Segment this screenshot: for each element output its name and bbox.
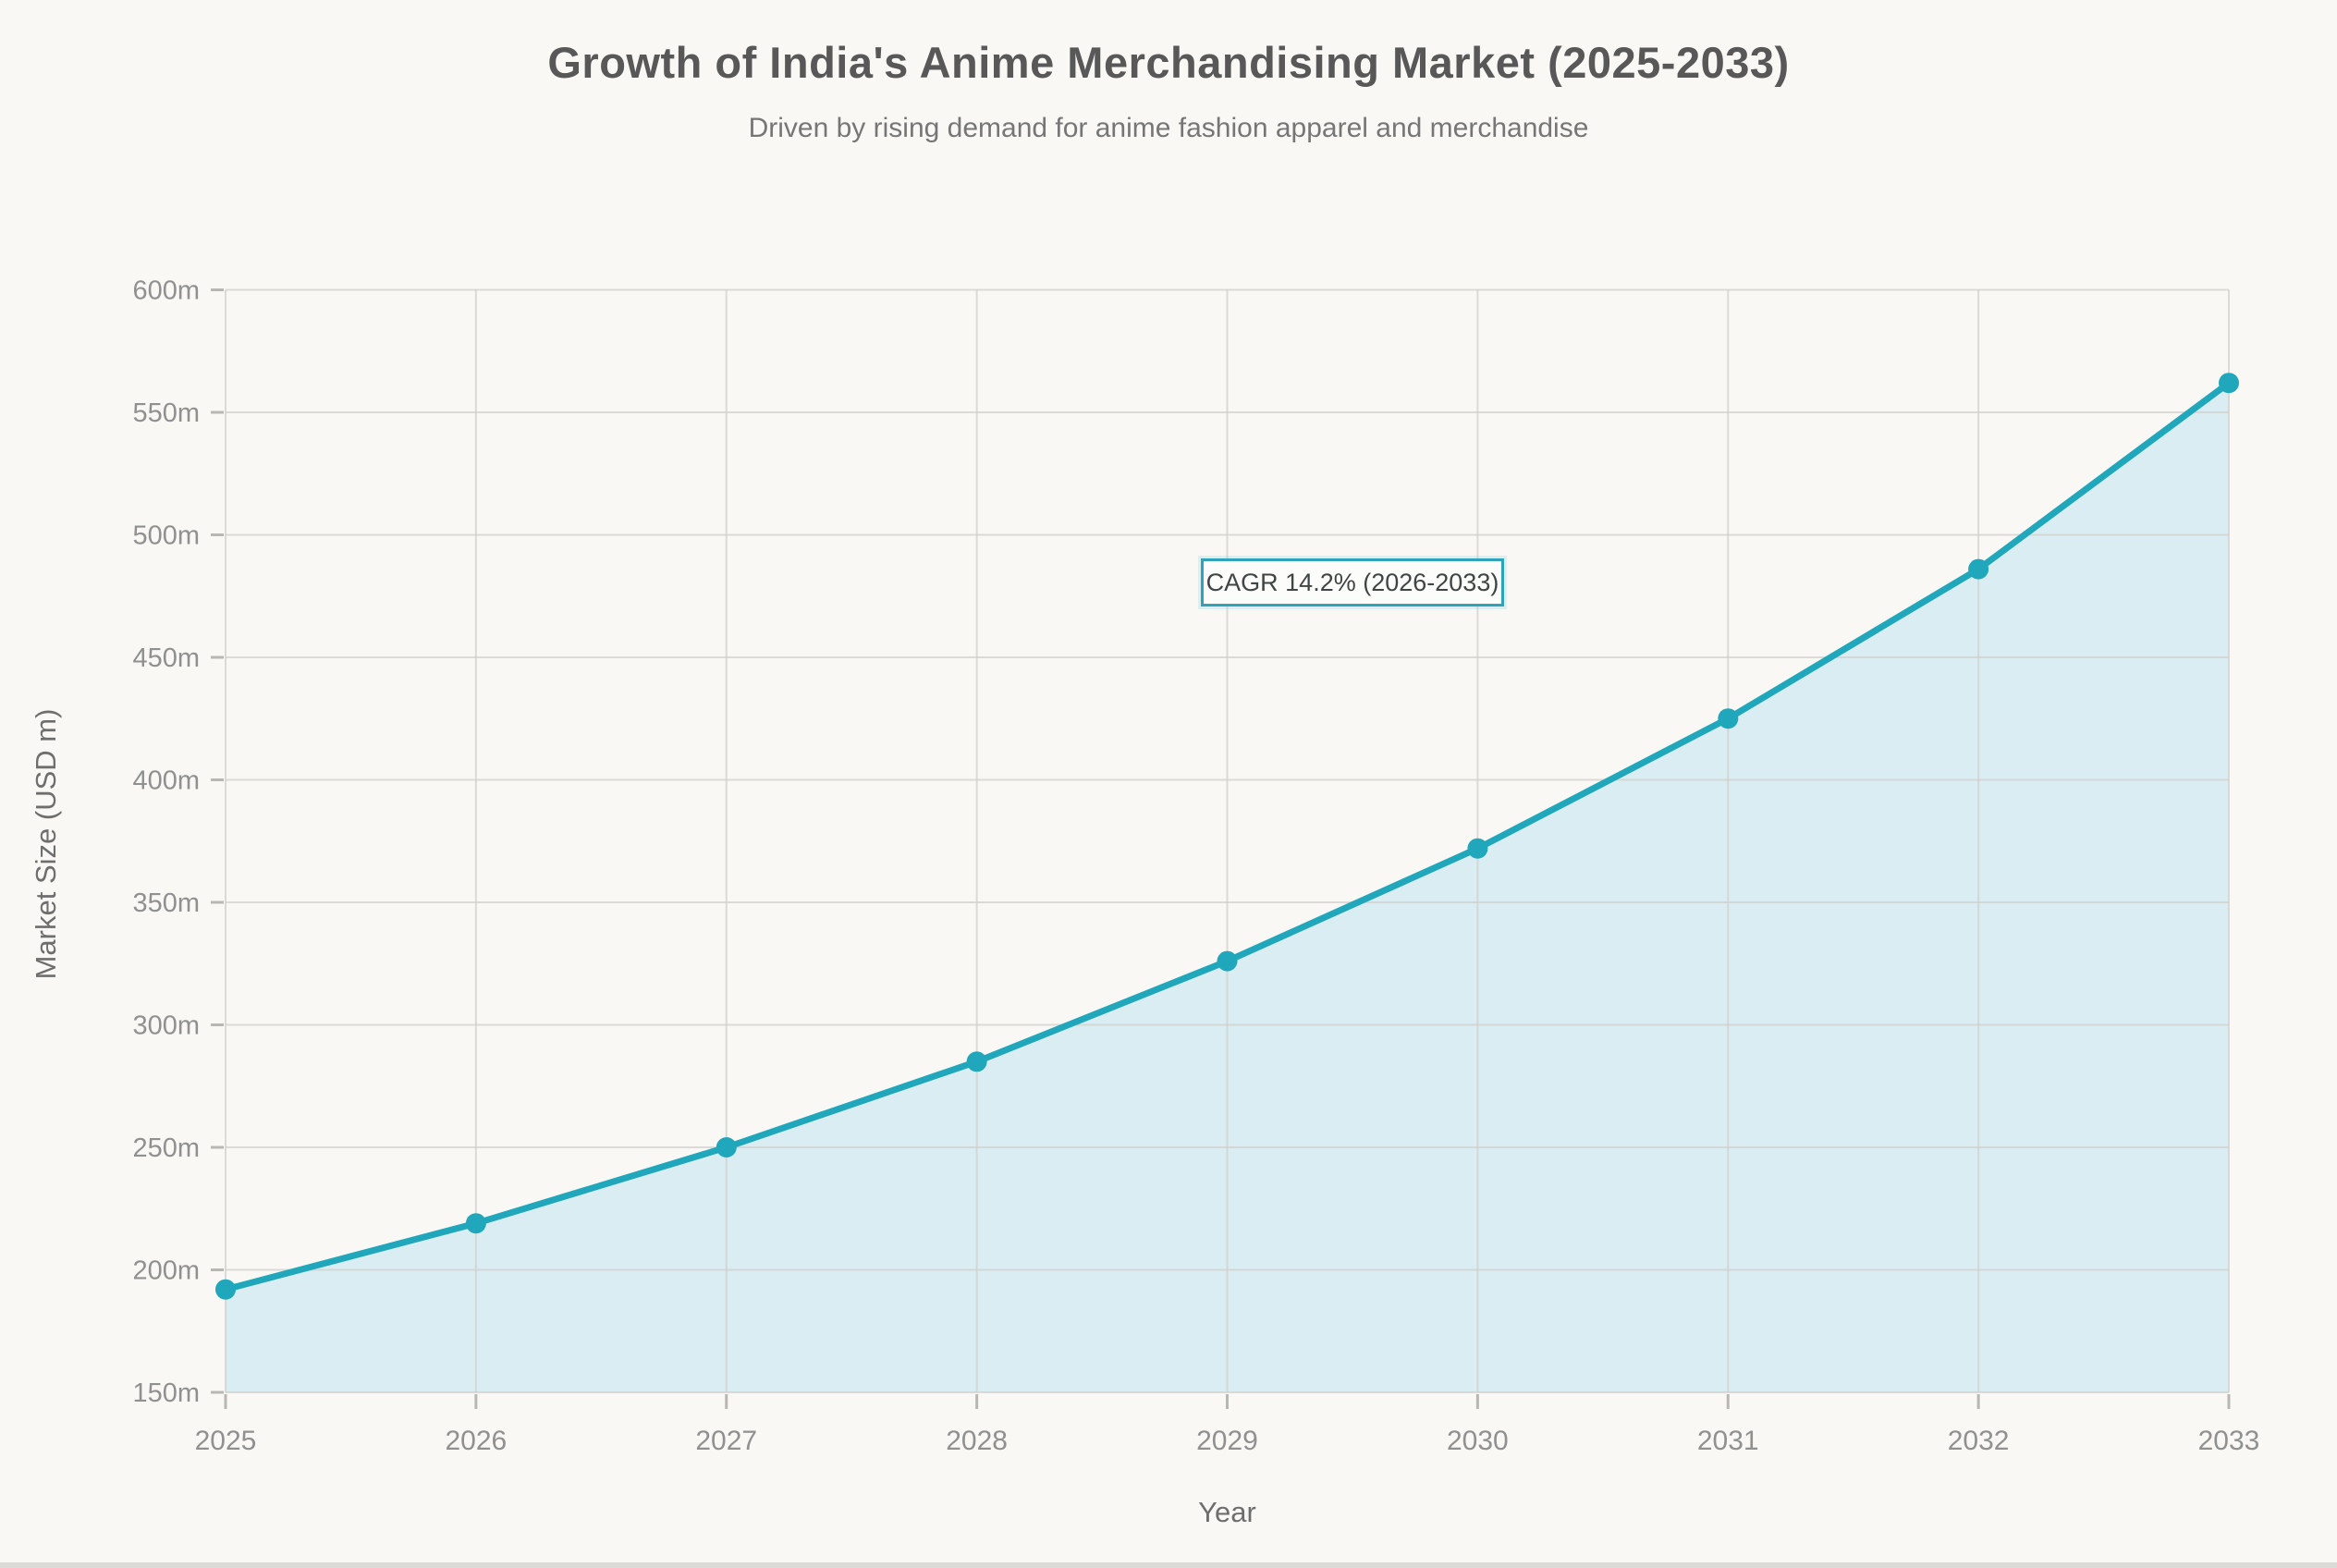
data-point <box>966 1051 987 1072</box>
cagr-annotation: CAGR 14.2% (2026-2033) <box>1201 558 1504 606</box>
data-point <box>1217 950 1238 972</box>
x-tick-label: 2027 <box>695 1426 757 1456</box>
data-point <box>465 1213 486 1234</box>
y-tick-label: 500m <box>132 521 200 551</box>
y-tick-label: 300m <box>132 1011 200 1041</box>
x-tick-label: 2025 <box>195 1426 257 1456</box>
x-tick-label: 2031 <box>1697 1426 1759 1456</box>
x-tick-label: 2032 <box>1948 1426 2010 1456</box>
y-tick-label: 450m <box>132 643 200 673</box>
y-tick-label: 200m <box>132 1256 200 1286</box>
data-point <box>2219 373 2239 394</box>
data-point <box>716 1137 737 1158</box>
bottom-edge <box>0 1562 2337 1568</box>
chart-subtitle: Driven by rising demand for anime fashio… <box>748 113 1589 143</box>
y-tick-label: 350m <box>132 888 200 918</box>
data-point <box>215 1279 236 1300</box>
chart-title: Growth of India's Anime Merchandising Ma… <box>547 38 1790 87</box>
x-tick-label: 2030 <box>1447 1426 1509 1456</box>
x-tick-label: 2026 <box>446 1426 508 1456</box>
data-point <box>1968 558 1989 580</box>
x-axis-label: Year <box>1198 1496 1256 1528</box>
y-tick-label: 600m <box>132 276 200 306</box>
x-tick-label: 2029 <box>1196 1426 1258 1456</box>
x-tick-label: 2033 <box>2198 1426 2260 1456</box>
y-tick-label: 250m <box>132 1133 200 1163</box>
y-tick-label: 400m <box>132 766 200 796</box>
data-point <box>1467 838 1488 859</box>
data-point <box>1718 708 1739 729</box>
x-tick-label: 2028 <box>946 1426 1008 1456</box>
y-tick-label: 150m <box>132 1378 200 1408</box>
y-tick-label: 550m <box>132 398 200 428</box>
